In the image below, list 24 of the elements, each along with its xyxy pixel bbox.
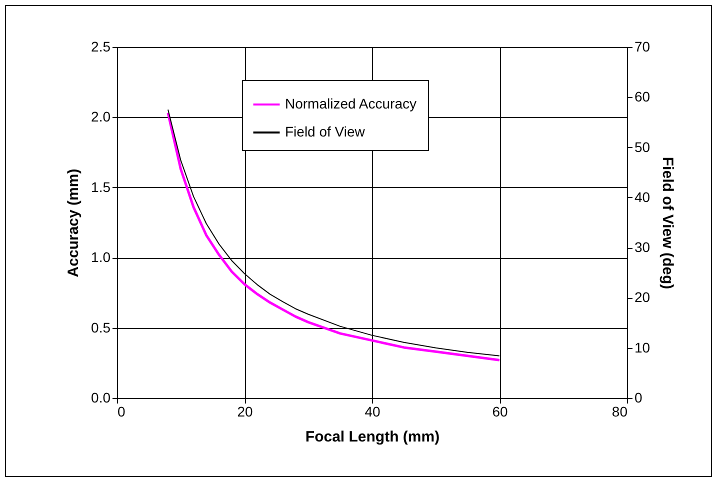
- y2-axis-title: Field of View (deg): [659, 156, 676, 290]
- legend-label: Normalized Accuracy: [285, 96, 416, 112]
- y2-tick-label: 50: [634, 138, 650, 155]
- y2-tick-label: 10: [634, 339, 650, 356]
- x-tick-label: 20: [237, 404, 253, 420]
- x-axis-title: Focal Length (mm): [305, 428, 440, 446]
- y2-tick-label: 20: [634, 289, 650, 306]
- x-tick-label: 60: [492, 404, 508, 420]
- y2-tick-label: 30: [634, 239, 650, 256]
- x-tick-label: 40: [364, 404, 380, 420]
- y2-tick-label: 0: [634, 390, 642, 406]
- legend-label: Field of View: [285, 124, 366, 140]
- y-tick-label: 2.5: [91, 38, 111, 54]
- y-tick-label: 1.0: [91, 249, 111, 266]
- y-axis-title: Accuracy (mm): [65, 168, 82, 278]
- y2-tick-label: 60: [634, 88, 650, 105]
- y-tick-label: 0.5: [91, 319, 111, 336]
- y2-tick-label: 70: [634, 38, 650, 54]
- x-tick-label: 0: [118, 404, 126, 420]
- y-tick-label: 0.0: [91, 390, 111, 406]
- y-tick-label: 2.0: [91, 108, 111, 125]
- x-tick-label: 80: [612, 404, 628, 420]
- y2-tick-label: 40: [634, 188, 650, 205]
- y-tick-label: 1.5: [91, 178, 111, 195]
